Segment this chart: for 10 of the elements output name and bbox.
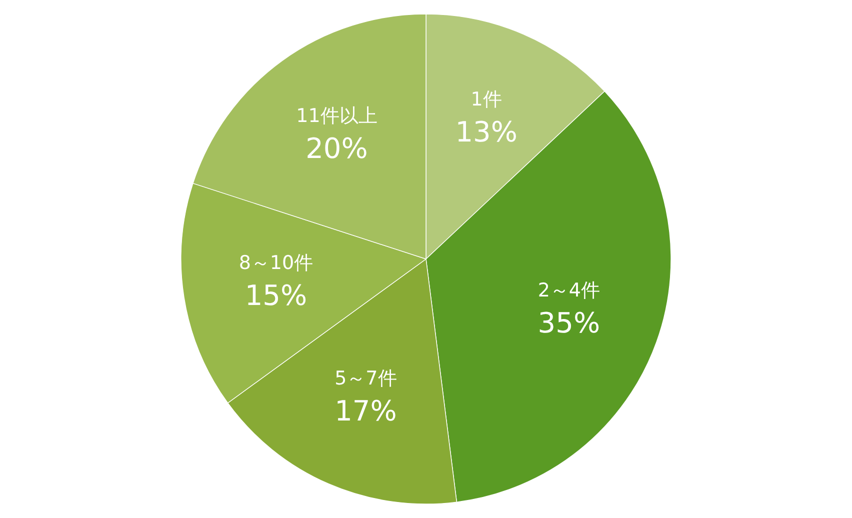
slice-label: 2～4件 <box>538 279 600 302</box>
slice-label: 1件 <box>470 88 502 111</box>
slice-label: 11件以上 <box>296 105 378 128</box>
data-label: 35% <box>538 306 600 340</box>
slice-label: 5～7件 <box>334 367 397 390</box>
data-label: 20% <box>306 132 368 166</box>
slice-label: 8～10件 <box>238 252 314 274</box>
data-label: 17% <box>334 394 397 428</box>
data-label: 13% <box>455 116 518 149</box>
data-label: 15% <box>244 278 308 312</box>
